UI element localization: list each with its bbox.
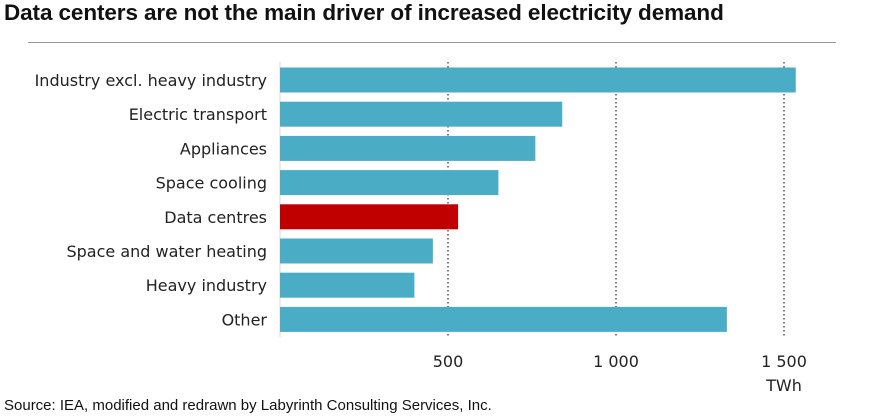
x-tick-label-1500: 1 500 (761, 352, 807, 371)
category-labels: Industry excl. heavy industry Electric tr… (35, 71, 268, 329)
category-label-space-and-water-heating: Space and water heating (66, 242, 267, 261)
category-label-space-cooling: Space cooling (156, 174, 267, 193)
x-axis-unit-label: TWh (765, 376, 802, 395)
bar-data-centres (280, 204, 459, 230)
bar-heavy-industry (280, 272, 415, 298)
category-label-appliances: Appliances (180, 139, 267, 158)
x-tick-label-1000: 1 000 (593, 352, 639, 371)
bars (280, 67, 796, 332)
bar-electric-transport (280, 101, 563, 127)
gridlines (447, 62, 785, 337)
category-label-heavy-industry: Heavy industry (146, 276, 267, 295)
category-label-electric-transport: Electric transport (129, 105, 267, 124)
bar-other (280, 306, 727, 332)
chart-title: Data centers are not the main driver of … (4, 0, 724, 25)
category-label-other: Other (222, 310, 268, 329)
bar-industry-excl-heavy-industry (280, 67, 796, 93)
x-tick-labels: 500 1 000 1 500 (433, 352, 807, 371)
category-label-industry-excl-heavy-industry: Industry excl. heavy industry (35, 71, 267, 90)
x-tick-label-500: 500 (433, 352, 464, 371)
source-note: Source: IEA, modified and redrawn by Lab… (4, 397, 492, 414)
bar-space-cooling (280, 170, 499, 196)
bar-space-and-water-heating (280, 238, 433, 264)
title-divider (28, 42, 836, 43)
bar-appliances (280, 135, 536, 161)
category-label-data-centres: Data centres (164, 208, 267, 227)
